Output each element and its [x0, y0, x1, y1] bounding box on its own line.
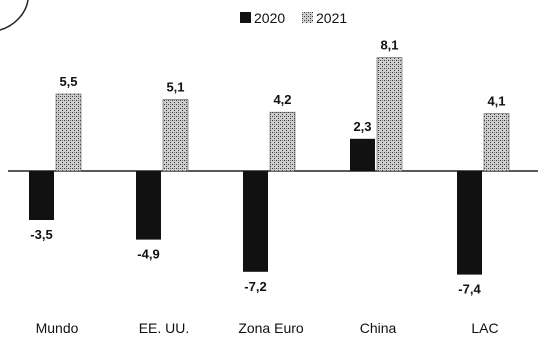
- legend-label-2021: 2021: [316, 10, 347, 26]
- category-label-lac: LAC: [471, 320, 498, 336]
- category-label-zona-euro: Zona Euro: [238, 320, 304, 336]
- category-label-china: China: [360, 320, 397, 336]
- plot-area: -3,5 5,5 Mundo -4,9 5,1 EE. UU. -7,2 4,2 Zona Eu…: [29, 38, 510, 336]
- bar-2020-ee-uu: [136, 171, 161, 240]
- bar-2021-zona-euro: [269, 111, 296, 172]
- legend: 2020 2021: [240, 10, 347, 26]
- data-label-2020-mundo: -3,5: [30, 227, 52, 242]
- data-label-2021-china: 8,1: [380, 38, 398, 53]
- legend-swatch-2020: [240, 12, 251, 23]
- legend-label-2020: 2020: [254, 10, 285, 26]
- bar-2020-lac: [457, 171, 482, 275]
- data-label-2020-ee-uu: -4,9: [137, 247, 159, 262]
- bar-2020-zona-euro: [243, 171, 268, 272]
- data-label-2020-zona-euro: -7,2: [244, 279, 266, 294]
- data-label-2021-lac: 4,1: [487, 94, 505, 109]
- bar-2020-mundo: [29, 171, 54, 220]
- data-label-2020-china: 2,3: [353, 119, 371, 134]
- bar-2021-lac: [483, 113, 510, 172]
- corner-arc-decoration: [0, 0, 29, 31]
- bar-2021-china: [376, 57, 403, 172]
- bar-2021-ee-uu: [162, 99, 189, 172]
- bar-2020-china: [350, 138, 375, 171]
- data-label-2021-ee-uu: 5,1: [166, 80, 184, 95]
- legend-swatch-2021: [302, 12, 313, 23]
- category-label-mundo: Mundo: [36, 320, 79, 336]
- bar-2021-mundo: [55, 93, 82, 172]
- category-label-ee-uu: EE. UU.: [139, 320, 190, 336]
- data-label-2021-zona-euro: 4,2: [273, 92, 291, 107]
- data-label-2021-mundo: 5,5: [59, 74, 77, 89]
- data-label-2020-lac: -7,4: [458, 282, 481, 297]
